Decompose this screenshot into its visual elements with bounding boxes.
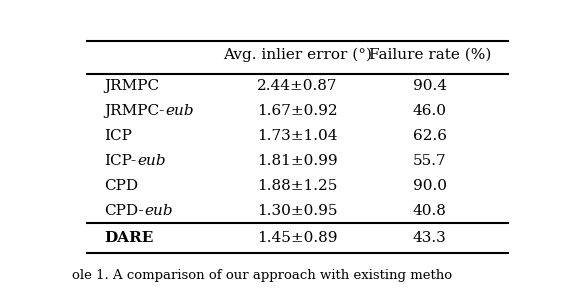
Text: DARE: DARE (104, 231, 153, 245)
Text: 2.44±0.87: 2.44±0.87 (257, 79, 338, 93)
Text: 1.67±0.92: 1.67±0.92 (257, 104, 338, 118)
Text: eub: eub (145, 204, 173, 218)
Text: JRMPC-: JRMPC- (104, 104, 164, 118)
Text: 1.88±1.25: 1.88±1.25 (257, 179, 338, 193)
Text: eub: eub (165, 104, 194, 118)
Text: 1.45±0.89: 1.45±0.89 (257, 231, 338, 245)
Text: eub: eub (137, 154, 166, 168)
Text: CPD: CPD (104, 179, 138, 193)
Text: 43.3: 43.3 (413, 231, 447, 245)
Text: ole 1. A comparison of our approach with existing metho: ole 1. A comparison of our approach with… (72, 269, 452, 282)
Text: 1.73±1.04: 1.73±1.04 (257, 129, 338, 143)
Text: CPD-: CPD- (104, 204, 143, 218)
Text: ICP-: ICP- (104, 154, 136, 168)
Text: 1.30±0.95: 1.30±0.95 (257, 204, 338, 218)
Text: 90.0: 90.0 (413, 179, 447, 193)
Text: 46.0: 46.0 (413, 104, 447, 118)
Text: 90.4: 90.4 (413, 79, 447, 93)
Text: Avg. inlier error (°): Avg. inlier error (°) (223, 48, 372, 62)
Text: JRMPC: JRMPC (104, 79, 159, 93)
Text: 40.8: 40.8 (413, 204, 447, 218)
Text: 1.81±0.99: 1.81±0.99 (257, 154, 338, 168)
Text: ICP: ICP (104, 129, 132, 143)
Text: 62.6: 62.6 (413, 129, 447, 143)
Text: 55.7: 55.7 (413, 154, 447, 168)
Text: Failure rate (%): Failure rate (%) (369, 48, 491, 62)
